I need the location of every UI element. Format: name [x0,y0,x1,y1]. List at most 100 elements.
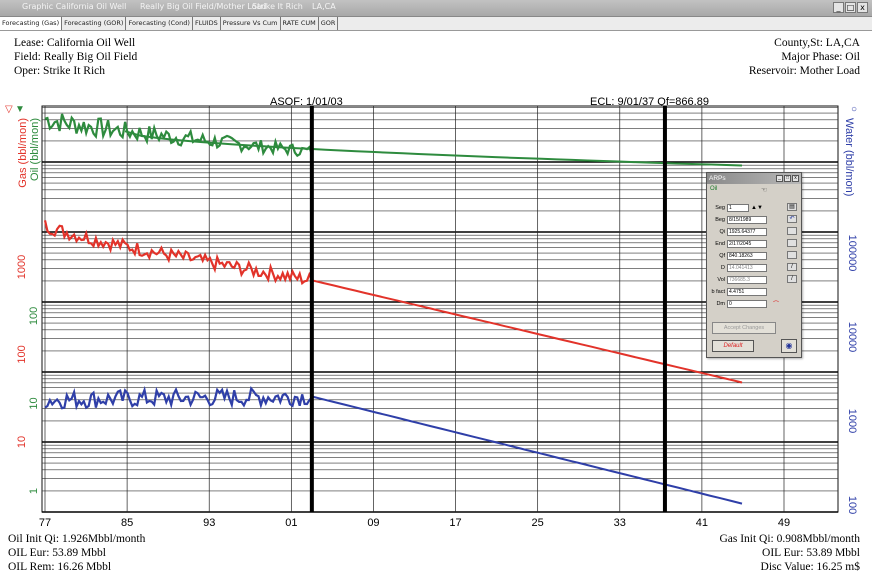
qf-lock-button[interactable] [787,251,797,259]
x-tick-label: 77 [39,517,51,529]
tab-fluids[interactable]: FLUIDS [193,17,221,30]
chart-grid [41,105,839,513]
d-slope-button[interactable]: / [787,263,797,271]
asof-label: ASOF: 1/01/03 [270,96,343,108]
tab-forecasting-gas[interactable]: Forecasting (Gas) [0,17,63,30]
minimize-button[interactable]: _ [833,2,844,13]
seg-spinner-icon[interactable]: ▲▼ [751,204,763,211]
water-tick-label: 100 [846,496,858,514]
water-tick-label: 10000 [846,322,858,353]
oil-forecast-line [124,130,743,167]
maximize-button[interactable]: □ [845,2,856,13]
vol-slope-button[interactable]: / [787,275,797,283]
qf-input[interactable]: 840.18263 [727,251,767,260]
gas-init-qi-label: Gas Init Qi: 0.908Mbbl/month [719,533,860,545]
pointer-tool-icon[interactable]: ☜ [761,187,768,194]
arps-minimize-button[interactable]: _ [776,175,783,182]
calculator-icon[interactable]: ▤ [787,203,797,211]
water-tick-label: 1000 [846,409,858,433]
oil-eur-left-label: OIL Eur: 53.89 Mbbl [8,547,106,559]
tab-bar: Forecasting (Gas) Forecasting (GOR) Fore… [0,17,872,31]
qi-lock-button[interactable] [787,227,797,235]
curve-icon[interactable]: ⌒ [773,302,780,308]
oil-axis-label: Oil (bbl/mon) [29,118,41,181]
close-button[interactable]: x [857,2,868,13]
arps-row-seg: Seg 1 ▲▼ [709,203,763,212]
arps-dialog[interactable]: ARPs _ □ x Oil ☜ Seg 1 ▲▼ Beg 8/15/1989 … [706,172,802,358]
arps-row-beg: Beg 8/15/1989 [709,215,767,224]
chart-ticks: 77 85 93 01 09 17 25 33 41 49 10 100 1000 1 10 100 100 10… [16,235,858,529]
arps-maximize-button[interactable]: □ [784,175,791,182]
accept-changes-button[interactable]: Accept Changes [712,322,776,334]
gas-axis-marker: ▽ [5,104,13,115]
x-tick-label: 25 [532,517,544,529]
water-axis-label: Water (bbl/mon) [843,118,855,196]
d-label: D [721,264,725,271]
title-well: Graphic California Oil Well [22,2,127,11]
gas-tick-label: 100 [16,345,28,363]
seg-input[interactable]: 1 [727,203,749,212]
tab-rate-cum[interactable]: RATE CUM [281,17,319,30]
arps-row-qf: Qf 840.18263 [709,251,767,260]
end-label: End [715,240,725,247]
disc-value-label: Disc Value: 16.25 m$ [760,561,860,573]
view-icon[interactable]: ◉ [781,339,797,353]
end-input[interactable]: 2/17/2045 [727,239,767,248]
qi-label: Qi [719,228,726,235]
x-tick-label: 93 [203,517,215,529]
oil-tick-label: 100 [28,307,40,325]
vol-input[interactable]: 736685.3 [727,275,767,284]
tab-pressure-vs-cum[interactable]: Pressure Vs Cum [221,17,281,30]
dm-label: Dm [716,300,725,307]
county-label: County,St: LA,CA [774,37,860,49]
arps-row-d: D 14.041413 [709,263,767,272]
oil-axis-marker: ▼ [15,104,25,115]
title-field: Really Big Oil Field/Mother Load [140,2,267,11]
default-button[interactable]: Default [712,340,754,352]
x-tick-label: 09 [367,517,379,529]
arps-row-vol: Vol 736685.3 [709,275,767,284]
arps-phase-label: Oil [710,186,718,192]
tab-forecasting-gor[interactable]: Forecasting (GOR) [62,17,127,30]
arps-row-bfact: b fact 4.4751 [709,287,767,296]
gas-axis-label: Gas (bbl/mon) [17,118,29,188]
reservoir-label: Reservoir: Mother Load [748,65,860,77]
arps-title: ARPs [709,175,726,182]
arps-close-button[interactable]: x [792,175,799,182]
vol-label: Vol [717,276,725,283]
major-phase-label: Major Phase: Oil [781,51,860,63]
qf-label: Qf [719,252,725,259]
x-tick-label: 49 [778,517,790,529]
oil-rem-label: OIL Rem: 16.26 Mbbl [8,561,112,573]
qi-input[interactable]: 1925.64377 [727,227,767,236]
oil-init-qi-label: Oil Init Qi: 1.926Mbbl/month [8,533,146,545]
end-lock-button[interactable] [787,239,797,247]
arps-row-end: End 2/17/2045 [709,239,767,248]
water-history-line [44,385,313,411]
window-controls: _ □ x [833,2,868,13]
x-tick-label: 17 [449,517,461,529]
water-tick-label: 100000 [846,235,858,272]
beg-input[interactable]: 8/15/1989 [727,215,767,224]
d-input[interactable]: 14.041413 [727,263,767,272]
gas-history-line [43,220,313,286]
tab-forecasting-cond[interactable]: Forecasting (Cond) [126,17,193,30]
beg-label: Beg [715,216,725,223]
x-tick-label: 85 [121,517,133,529]
field-label: Field: Really Big Oil Field [14,51,138,63]
undo-icon[interactable]: ↶ [787,215,797,223]
tab-gor[interactable]: GOR [319,17,339,30]
arps-row-dm: Dm 0 ⌒ [709,299,779,308]
lease-label: Lease: California Oil Well [14,37,136,49]
arps-row-qi: Qi 1925.64377 [709,227,767,236]
bfact-input[interactable]: 4.4751 [727,287,767,296]
chart-markers [309,106,667,512]
chart-series [43,113,743,505]
dm-input[interactable]: 0 [727,299,767,308]
title-operator: Strike It Rich [252,2,303,11]
arps-titlebar[interactable]: ARPs _ □ x [707,173,801,184]
bfact-label: b fact [711,288,725,295]
gas-tick-label: 1000 [16,255,28,279]
x-tick-label: 01 [285,517,297,529]
